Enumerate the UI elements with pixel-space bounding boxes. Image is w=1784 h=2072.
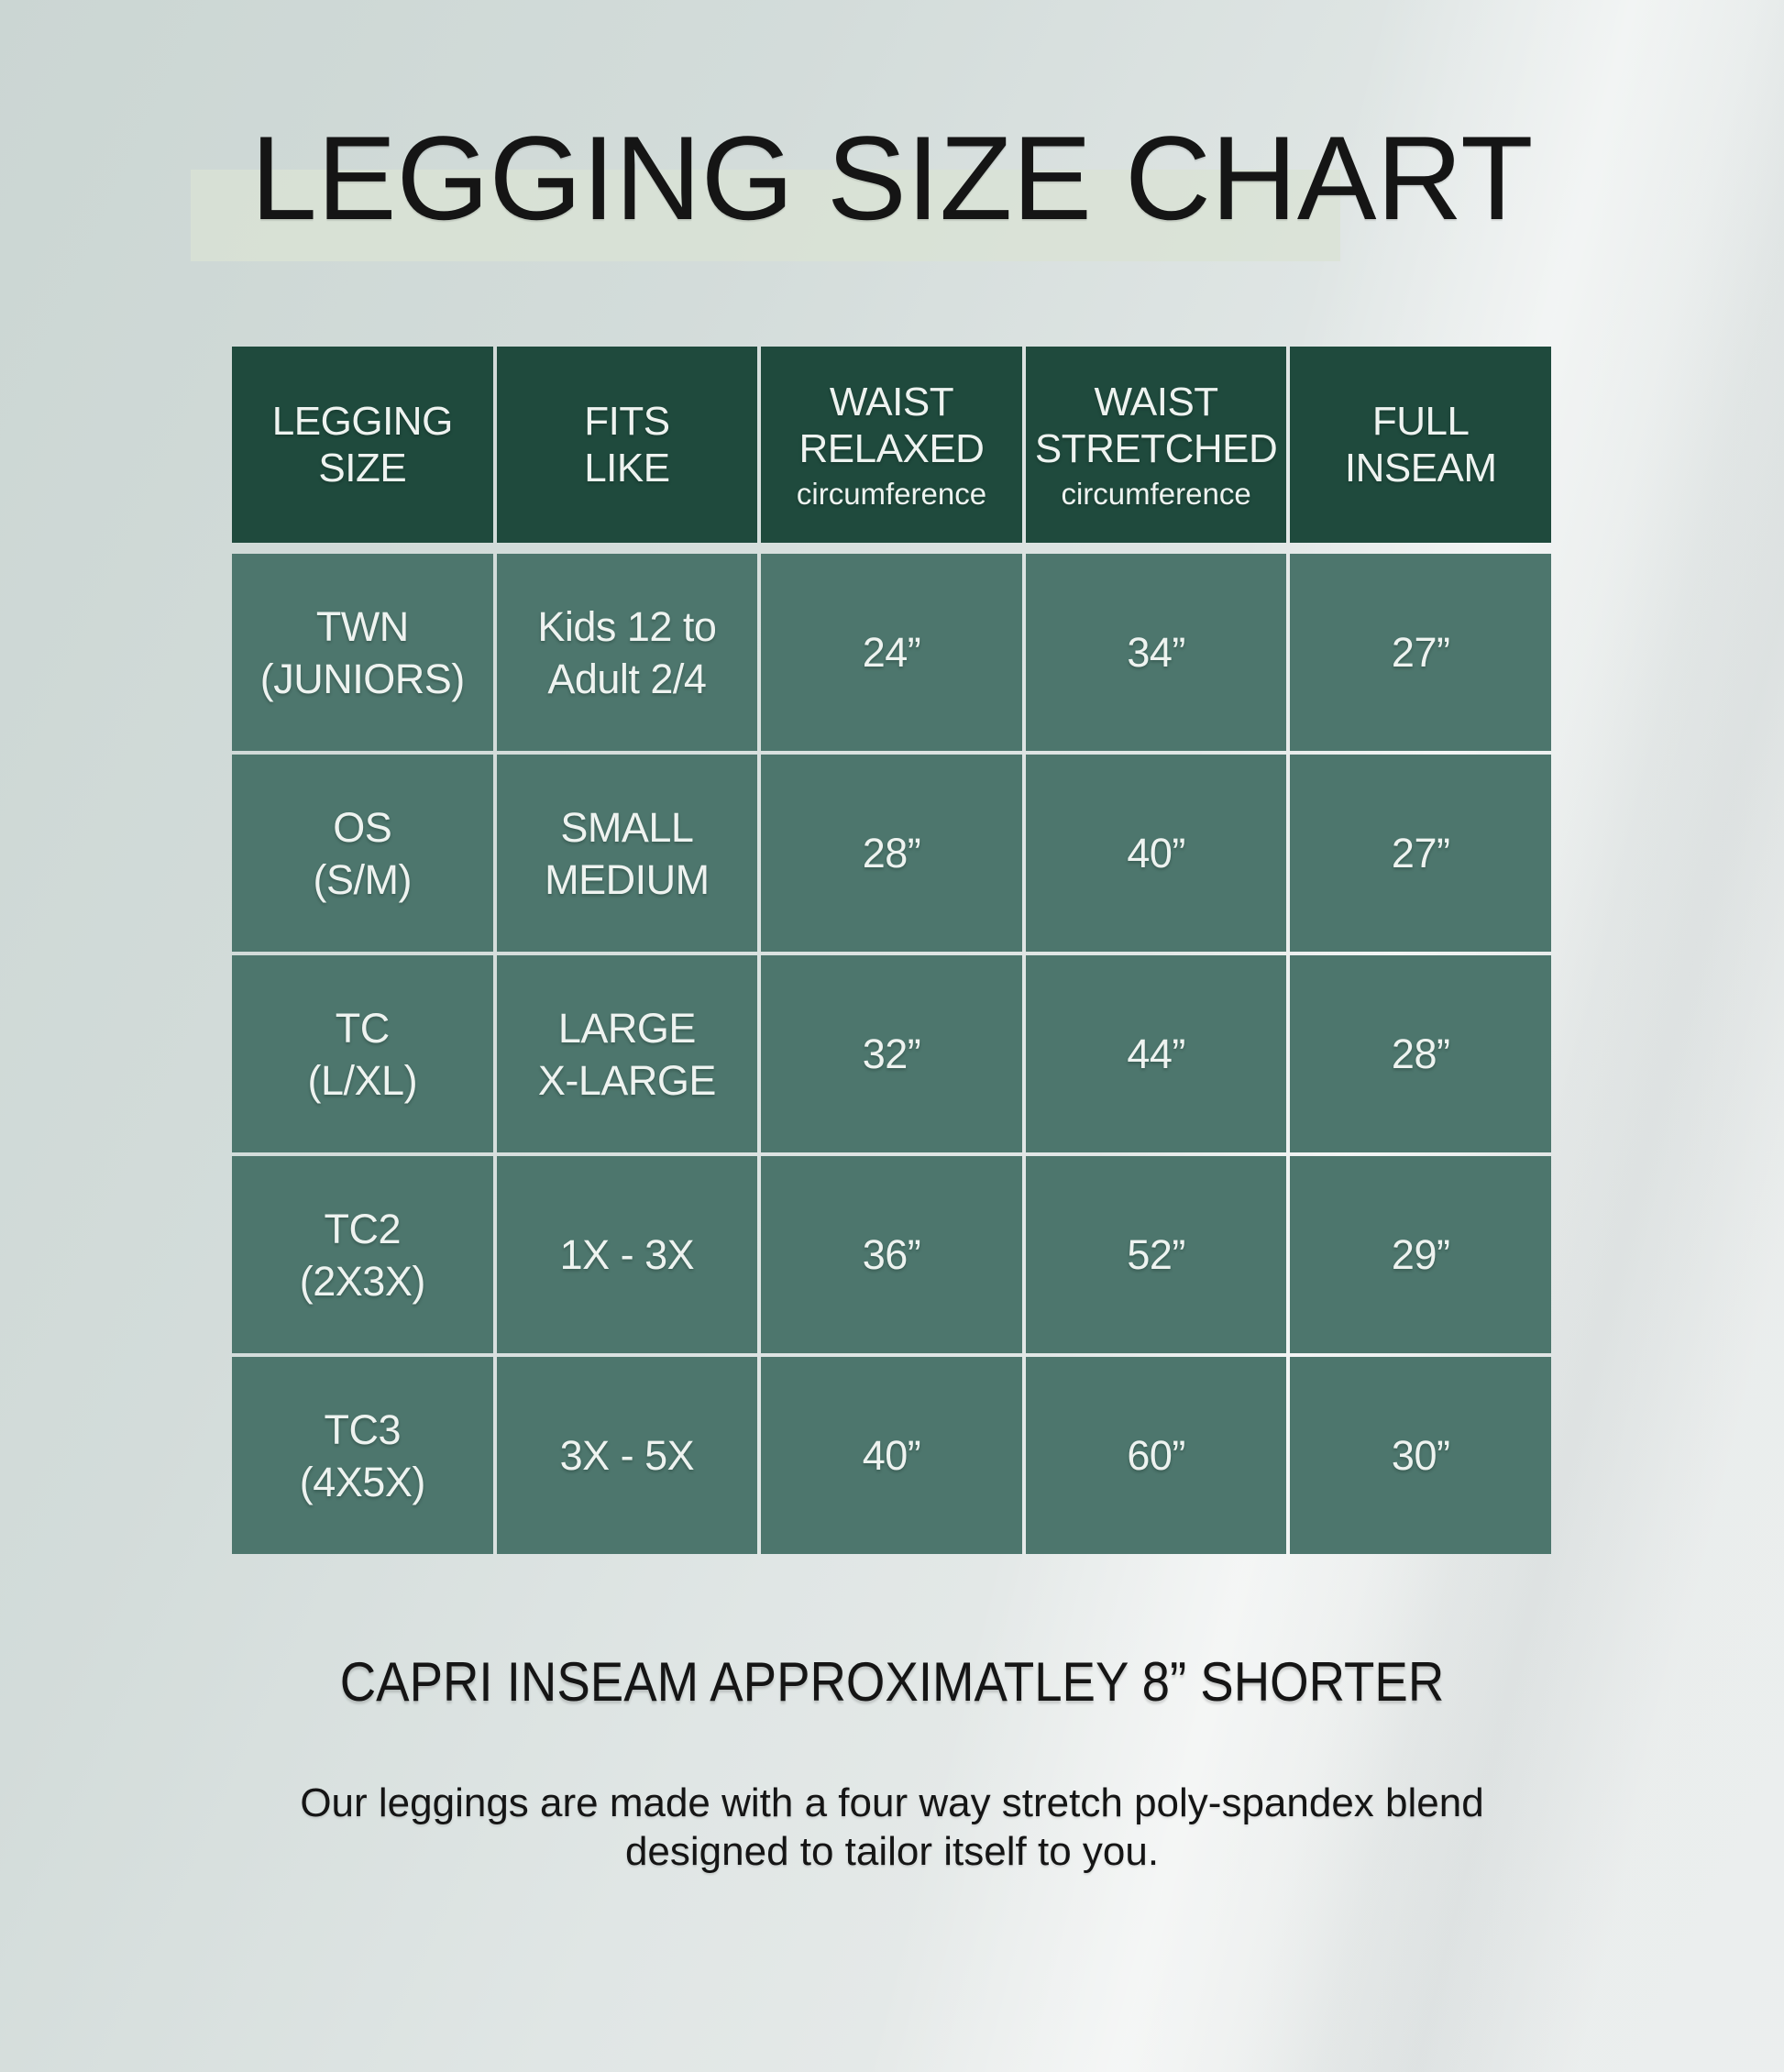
table-cell-waist-stretched: 52” — [1025, 1156, 1287, 1353]
table-cell-inseam: 30” — [1290, 1357, 1551, 1554]
table-cell-waist-relaxed: 32” — [761, 955, 1022, 1152]
table-cell-waist-relaxed: 40” — [761, 1357, 1022, 1554]
table-cell-inseam: 27” — [1290, 755, 1551, 952]
table-cell-inseam: 28” — [1290, 955, 1551, 1152]
column-header-label: FULL INSEAM — [1344, 399, 1497, 490]
table-cell-size-tc: TC (L/XL) — [232, 955, 493, 1152]
column-header-label: LEGGING SIZE — [271, 399, 454, 490]
table-cell-waist-stretched: 44” — [1025, 955, 1287, 1152]
table-body: TWN (JUNIORS) Kids 12 to Adult 2/4 24” 34”… — [232, 554, 1551, 1554]
table-cell-waist-stretched: 60” — [1025, 1357, 1287, 1554]
column-header-label: FITS LIKE — [584, 399, 670, 490]
table-cell-fits: Kids 12 to Adult 2/4 — [496, 554, 758, 751]
column-header-subtext: circumference — [796, 477, 987, 511]
table-cell-inseam: 27” — [1290, 554, 1551, 751]
table-cell-fits: LARGE X-LARGE — [496, 955, 758, 1152]
table-cell-waist-relaxed: 28” — [761, 755, 1022, 952]
table-cell-fits: SMALL MEDIUM — [496, 755, 758, 952]
page-title: LEGGING SIZE CHART — [250, 111, 1534, 245]
table-cell-size-twn: TWN (JUNIORS) — [232, 554, 493, 751]
table-cell-size-tc3: TC3 (4X5X) — [232, 1357, 493, 1554]
legging-size-table: LEGGING SIZE FITS LIKE WAIST RELAXED circum… — [232, 347, 1551, 1554]
title-highlight-band — [191, 170, 1340, 261]
table-cell-waist-relaxed: 24” — [761, 554, 1022, 751]
column-header-legging-size: LEGGING SIZE — [232, 347, 493, 543]
description-line: Our leggings are made with a four way st… — [300, 1780, 1484, 1825]
table-cell-size-tc2: TC2 (2X3X) — [232, 1156, 493, 1353]
table-cell-fits: 1X - 3X — [496, 1156, 758, 1353]
description-line: designed to tailor itself to you. — [624, 1829, 1160, 1874]
column-header-waist-relaxed: WAIST RELAXED circumference — [761, 347, 1022, 543]
capri-note: CAPRI INSEAM APPROXIMATLEY 8” SHORTER — [339, 1651, 1445, 1713]
table-cell-waist-stretched: 34” — [1025, 554, 1287, 751]
column-header-label: WAIST RELAXED — [798, 380, 985, 471]
column-header-subtext: circumference — [1061, 477, 1251, 511]
table-cell-waist-stretched: 40” — [1025, 755, 1287, 952]
table-cell-waist-relaxed: 36” — [761, 1156, 1022, 1353]
table-header-row: LEGGING SIZE FITS LIKE WAIST RELAXED circum… — [232, 347, 1551, 543]
table-cell-size-os: OS (S/M) — [232, 755, 493, 952]
column-header-label: WAIST STRETCHED — [1034, 380, 1278, 471]
description: Our leggings are made with a four way st… — [0, 1779, 1784, 1876]
table-cell-fits: 3X - 5X — [496, 1357, 758, 1554]
column-header-fits-like: FITS LIKE — [496, 347, 758, 543]
column-header-full-inseam: FULL INSEAM — [1290, 347, 1551, 543]
table-cell-inseam: 29” — [1290, 1156, 1551, 1353]
column-header-waist-stretched: WAIST STRETCHED circumference — [1025, 347, 1287, 543]
